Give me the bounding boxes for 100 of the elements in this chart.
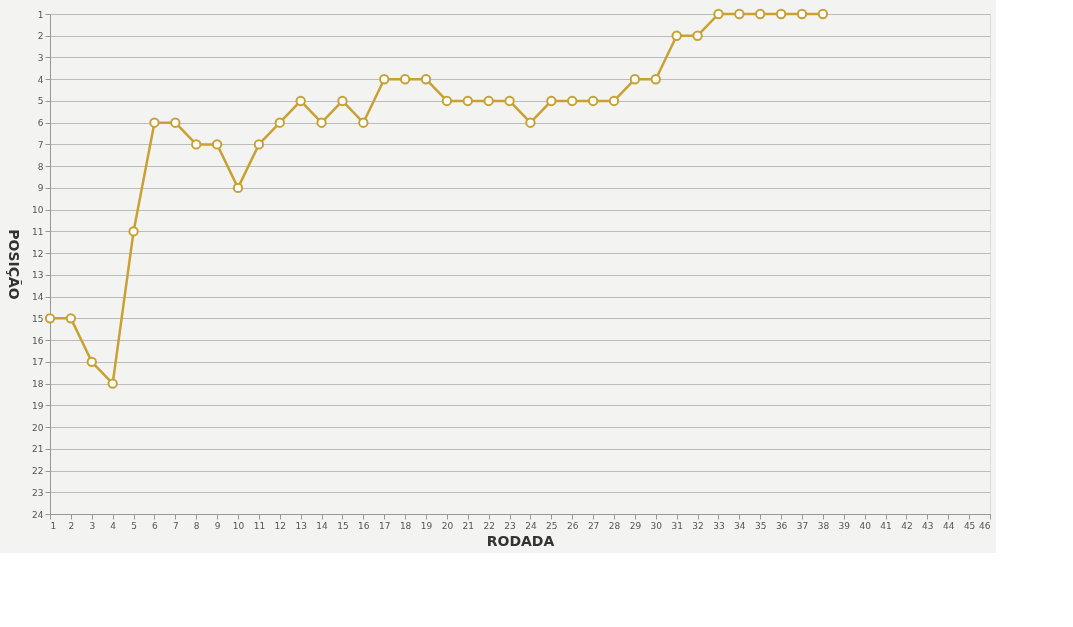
x-tick-label: 33 (713, 520, 725, 531)
y-tick-label: 15 (32, 313, 44, 324)
x-tick-label: 31 (671, 520, 683, 531)
point (211, 139, 223, 150)
x-tick-label: 23 (504, 520, 516, 531)
y-tick-label: 23 (32, 487, 44, 498)
y-tick-label: 10 (32, 205, 44, 216)
point (441, 95, 453, 107)
y-tick-label: 20 (32, 422, 44, 433)
point (379, 74, 390, 85)
point (713, 8, 724, 20)
y-tick-label: 13 (32, 270, 44, 281)
x-tick-label: 8 (193, 520, 200, 531)
point (734, 8, 745, 20)
x-tick-label: 4 (110, 520, 117, 531)
y-tick-label: 21 (32, 444, 44, 455)
x-tick-label: 25 (546, 520, 558, 531)
x-tick-label: 7 (172, 520, 179, 531)
x-tick-label: 5 (131, 520, 137, 531)
point (170, 117, 181, 128)
point (650, 74, 661, 85)
y-tick-label: 3 (37, 52, 44, 63)
x-tick-label: 41 (880, 520, 892, 531)
x-tick-label: 27 (587, 520, 600, 531)
x-tick-label: 44 (943, 520, 955, 531)
point (191, 139, 202, 150)
y-tick-label: 18 (32, 379, 44, 390)
point (483, 95, 494, 107)
x-tick-label: 21 (462, 520, 474, 531)
x-tick-label: 29 (629, 520, 642, 531)
point (399, 74, 411, 85)
point (253, 139, 265, 150)
point (796, 8, 808, 20)
point (337, 95, 348, 107)
x-tick-label: 30 (650, 520, 663, 531)
x-tick-label: 28 (608, 520, 621, 531)
x-tick-label: 22 (483, 520, 495, 531)
point (274, 117, 285, 128)
point (420, 74, 432, 85)
point (629, 74, 641, 85)
x-tick-label: 20 (441, 520, 454, 531)
point (692, 30, 703, 41)
x-tick-label: 17 (379, 520, 391, 531)
point (107, 378, 118, 389)
y-tick-label: 11 (32, 226, 44, 237)
point (817, 8, 829, 20)
point (295, 95, 306, 107)
y-tick-label: 14 (32, 292, 44, 303)
x-tick-label: 3 (89, 520, 96, 531)
y-tick-label: 6 (37, 118, 44, 129)
x-tick-label: 42 (901, 520, 913, 531)
x-tick-label: 37 (796, 520, 809, 531)
x-tick-label: 18 (399, 520, 412, 531)
y-tick-label: 12 (32, 248, 44, 259)
y-tick-label: 17 (32, 357, 44, 368)
y-tick-label: 8 (37, 161, 44, 172)
point (567, 95, 578, 107)
x-axis-title: RODADA (486, 532, 555, 549)
point (128, 226, 139, 237)
y-tick-label: 4 (37, 74, 44, 85)
x-tick-label: 26 (567, 520, 579, 531)
x-tick-label: 34 (734, 520, 746, 531)
y-tick-label: 1 (37, 9, 44, 20)
x-tick-label: 15 (337, 520, 349, 531)
x-tick-label: 12 (274, 520, 286, 531)
y-tick-label: 22 (32, 466, 44, 477)
point (44, 313, 56, 324)
point (546, 95, 557, 107)
point (358, 117, 369, 128)
x-tick-label: 9 (214, 520, 221, 531)
y-axis-title: POSIÇÃO (6, 229, 23, 300)
x-tick-label: 45 (963, 520, 976, 531)
x-tick-label: 38 (817, 520, 830, 531)
point (504, 95, 515, 107)
x-tick-label: 19 (420, 520, 433, 531)
point (671, 30, 682, 41)
x-tick-label: 14 (316, 520, 329, 531)
x-tick-label: 1 (50, 520, 57, 531)
y-tick-label: 7 (37, 139, 44, 150)
point (462, 95, 473, 107)
point (149, 117, 160, 128)
point (775, 8, 787, 20)
x-tick-label: 40 (859, 520, 872, 531)
x-tick-label: 43 (922, 520, 934, 531)
y-tick-label: 9 (37, 183, 44, 194)
point (587, 95, 599, 107)
point (316, 117, 327, 128)
x-tick-label: 13 (295, 520, 307, 531)
point (65, 313, 77, 324)
y-tick-label: 5 (37, 96, 44, 107)
x-tick-label: 10 (232, 520, 245, 531)
x-tick-label: 35 (755, 520, 767, 531)
y-tick-label: 24 (32, 509, 44, 520)
point (525, 117, 536, 128)
y-tick-label: 16 (32, 335, 44, 346)
y-tick-label: 2 (37, 31, 44, 42)
x-tick-label: 24 (525, 520, 537, 531)
x-tick-label: 2 (68, 520, 75, 531)
x-tick-label: 16 (358, 520, 370, 531)
x-tick-label: 36 (775, 520, 788, 531)
